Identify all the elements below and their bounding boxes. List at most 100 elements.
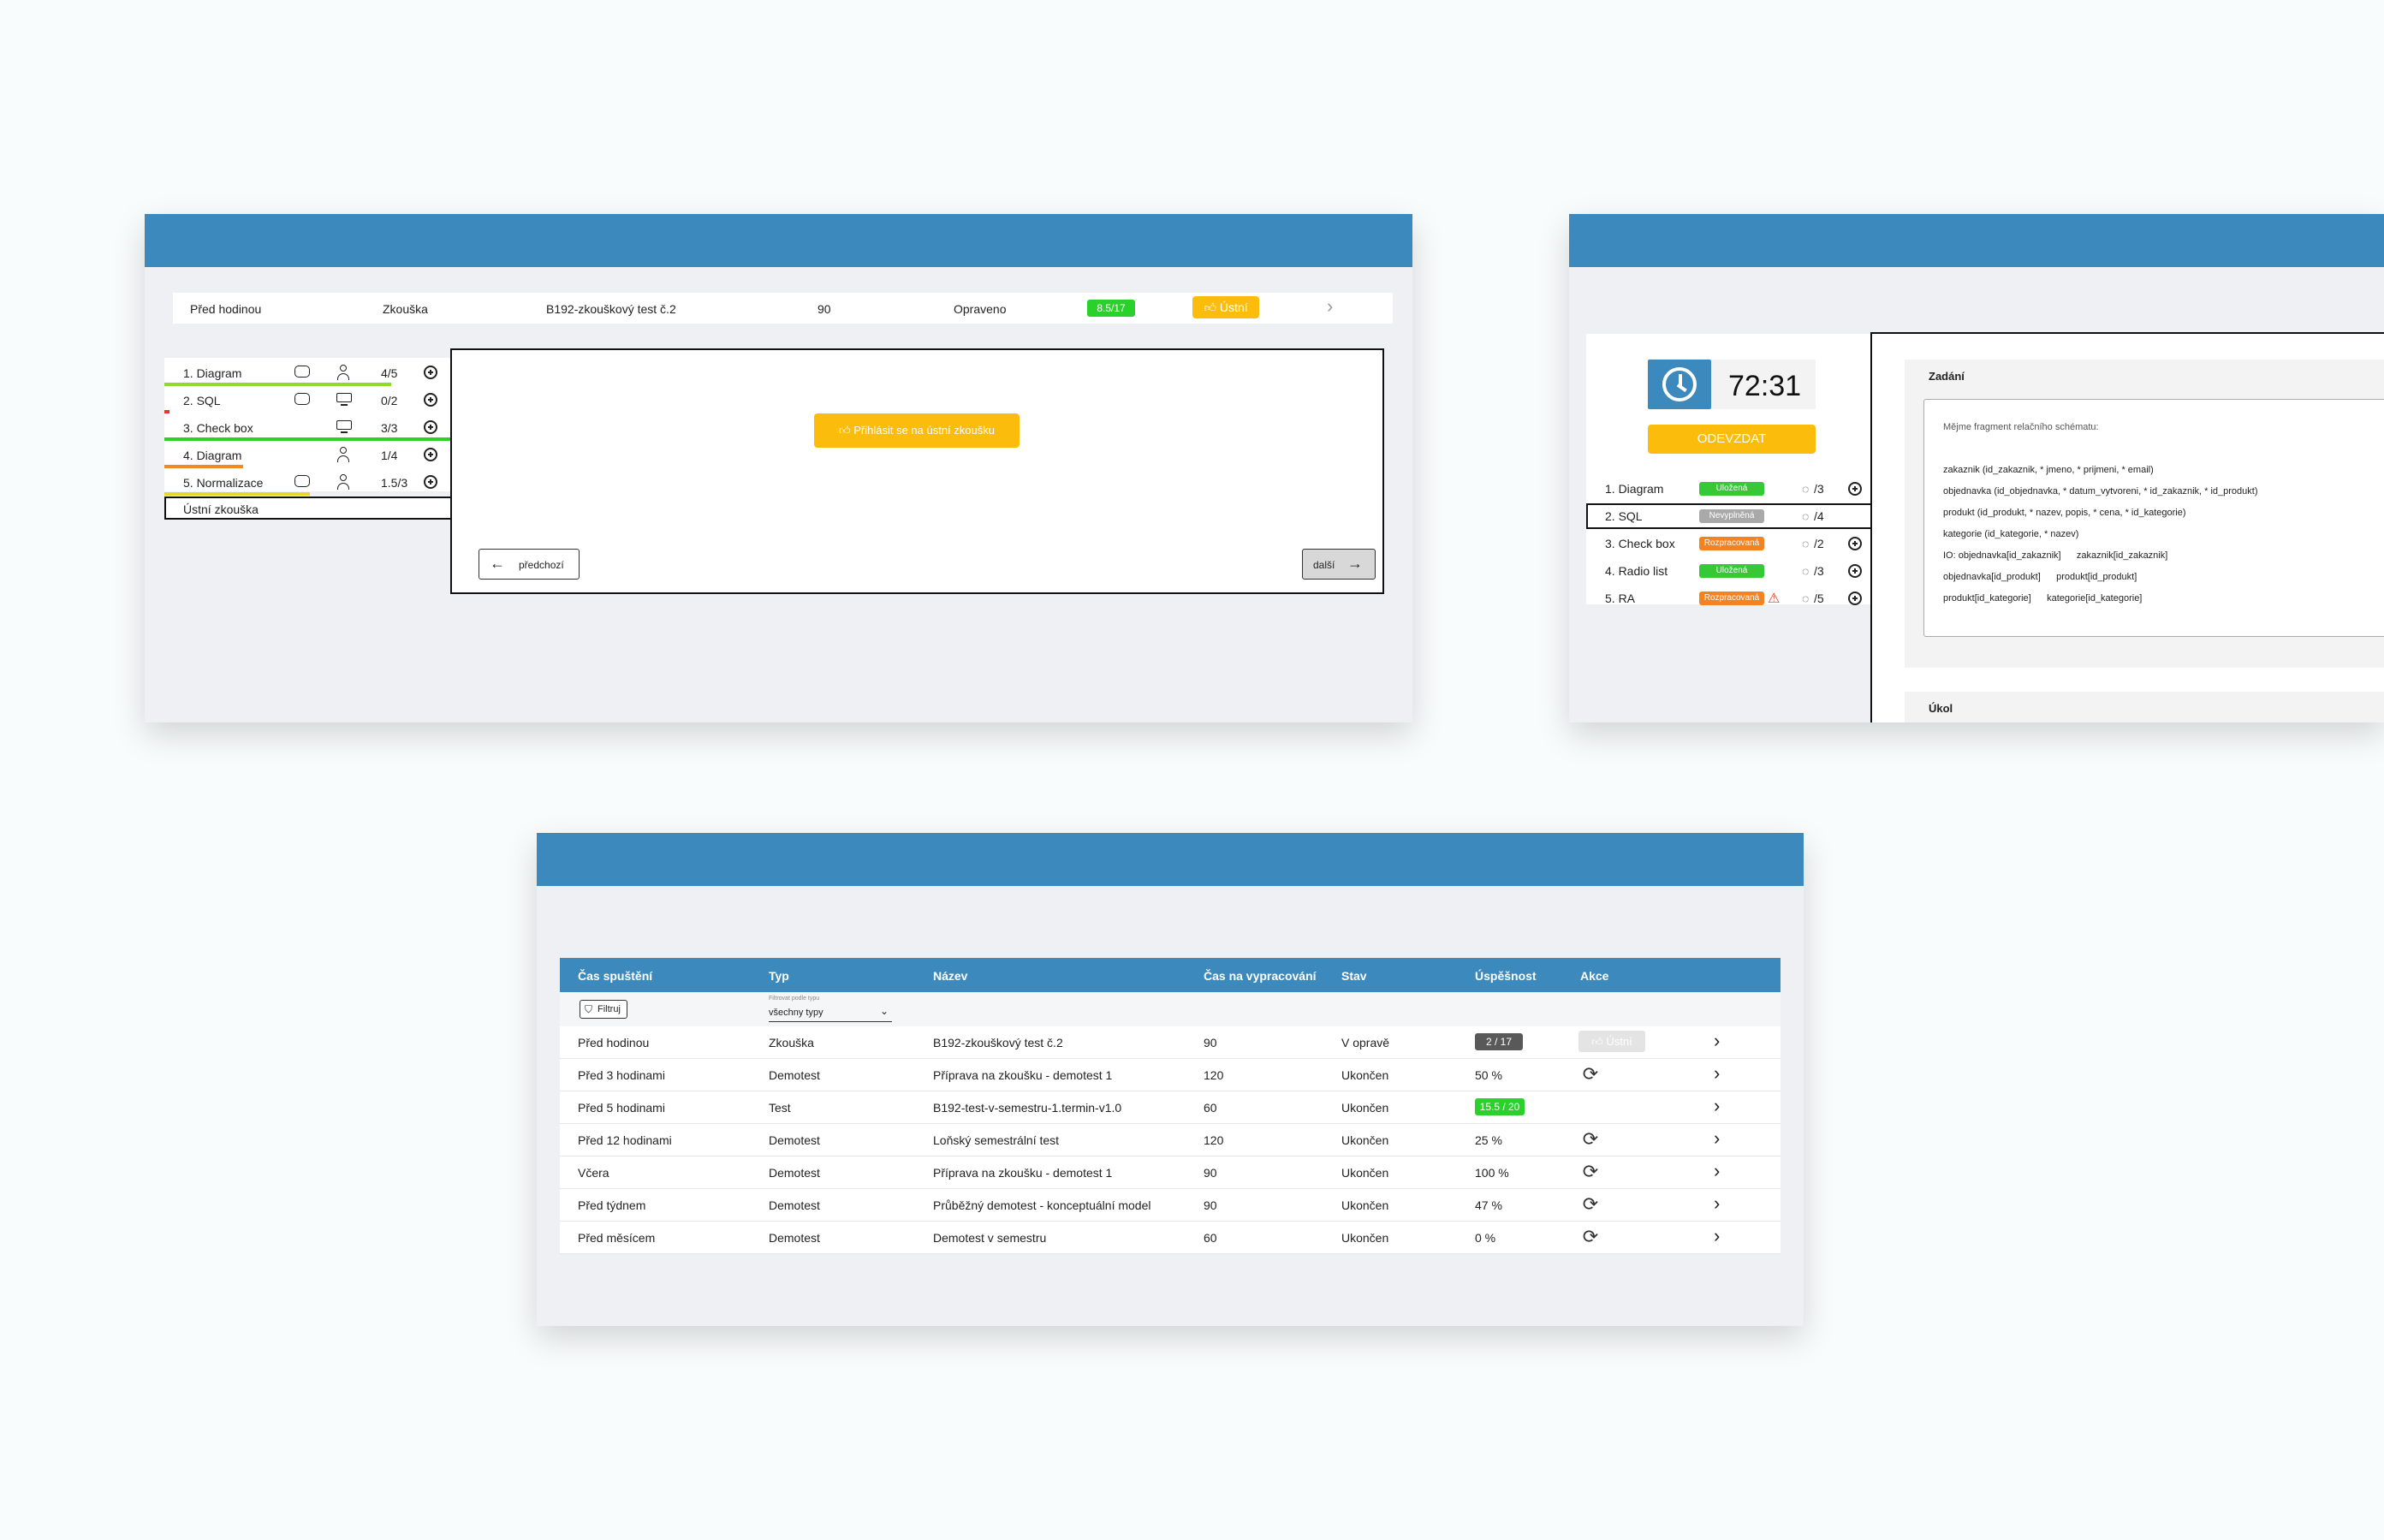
- task-score: 4/5: [381, 366, 398, 380]
- task-card: Úkol: [1905, 692, 2384, 722]
- column-header: Akce: [1580, 969, 1609, 983]
- task-item-1[interactable]: 1. Diagram 4/5: [164, 358, 451, 386]
- exam-in-progress-panel: 72:31 ODEVZDAT 1. Diagram Uložená ◌ /3 2…: [1569, 214, 2384, 722]
- task-points: /5: [1814, 592, 1824, 605]
- cell-minutes: 60: [1204, 1101, 1217, 1115]
- exam-summary-row[interactable]: Před hodinou Zkouška B192-zkouškový test…: [173, 293, 1393, 324]
- column-header[interactable]: Stav: [1341, 969, 1367, 983]
- cell-time: Před hodinou: [578, 1036, 650, 1049]
- filter-row: ⛉ Filtruj Filtrovat podle typu všechny t…: [560, 992, 1781, 1026]
- task-progress-bar: [164, 465, 243, 468]
- task-card-title: Úkol: [1929, 702, 1953, 715]
- exam-result-panel: Před hodinou Zkouška B192-zkouškový test…: [145, 214, 1412, 722]
- task-item-oral-exam[interactable]: Ústní zkouška: [164, 496, 451, 520]
- exam-task-list: 1. Diagram Uložená ◌ /3 2. SQL Nevyplněn…: [1586, 476, 1888, 613]
- column-header[interactable]: Čas spuštění: [578, 969, 653, 983]
- refresh-icon[interactable]: ⟳: [1582, 1161, 1599, 1182]
- refresh-icon[interactable]: ⟳: [1582, 1226, 1599, 1247]
- previous-label: předchozí: [519, 559, 564, 571]
- add-circle-icon[interactable]: [1848, 564, 1862, 578]
- exam-task-2[interactable]: 2. SQL Nevyplněná ◌ /4: [1586, 503, 1888, 529]
- task-status-pill: Rozpracovaná: [1699, 537, 1764, 550]
- cell-score: 25 %: [1475, 1133, 1502, 1147]
- task-list-body: [164, 358, 451, 491]
- exam-task-4[interactable]: 4. Radio list Uložená ◌ /3: [1586, 558, 1870, 584]
- task-item-3[interactable]: 3. Check box 3/3: [164, 413, 451, 441]
- add-circle-icon[interactable]: [424, 393, 437, 407]
- table-row[interactable]: Před 12 hodinami Demotest Loňský semestr…: [560, 1124, 1781, 1156]
- spinner-icon: ◌: [1802, 482, 1810, 496]
- task-label: 1. Diagram: [183, 366, 242, 380]
- chevron-right-icon[interactable]: ›: [1714, 1095, 1721, 1116]
- table-row[interactable]: Včera Demotest Příprava na zkoušku - dem…: [560, 1156, 1781, 1189]
- task-item-4[interactable]: 4. Diagram 1/4: [164, 440, 451, 468]
- schema-line: zakaznik (id_zakaznik, * jmeno, * prijme…: [1943, 465, 2154, 475]
- thumbs-up-icon: 👍︎: [1591, 1035, 1607, 1048]
- warning-icon: ⚠: [1768, 592, 1781, 606]
- assignment-content: Zadání Mějme fragment relačního schématu…: [1870, 332, 2384, 722]
- column-header[interactable]: Čas na vypracování: [1204, 969, 1317, 983]
- exam-task-5[interactable]: 5. RA Rozpracovaná ⚠ ◌ /5: [1586, 586, 1870, 611]
- schema-line: produkt[id_kategorie] kategorie[id_kateg…: [1943, 593, 2143, 604]
- summary-time: Před hodinou: [190, 302, 262, 316]
- chevron-right-icon[interactable]: ›: [1714, 1225, 1721, 1246]
- add-circle-icon[interactable]: [1848, 537, 1862, 550]
- column-header[interactable]: Úspěšnost: [1475, 969, 1537, 983]
- table-row[interactable]: Před 5 hodinami Test B192-test-v-semestr…: [560, 1091, 1781, 1124]
- table-row[interactable]: Před měsícem Demotest Demotest v semestr…: [560, 1222, 1781, 1254]
- type-filter-select[interactable]: všechny typy ⌄: [769, 1005, 892, 1022]
- add-circle-icon[interactable]: [424, 448, 437, 461]
- chevron-right-icon[interactable]: ›: [1714, 1030, 1721, 1051]
- oral-exam-button[interactable]: 👍︎ Ústní: [1192, 296, 1259, 318]
- refresh-icon[interactable]: ⟳: [1582, 1193, 1599, 1215]
- cell-minutes: 90: [1204, 1036, 1217, 1049]
- assignment-card: Zadání Mějme fragment relačního schématu…: [1905, 360, 2384, 668]
- cell-score: 50 %: [1475, 1068, 1502, 1082]
- table-row[interactable]: Před 3 hodinami Demotest Příprava na zko…: [560, 1059, 1781, 1091]
- chevron-right-icon[interactable]: ›: [1714, 1160, 1721, 1181]
- summary-score-badge: 8.5/17: [1087, 300, 1135, 317]
- exam-task-1[interactable]: 1. Diagram Uložená ◌ /3: [1586, 476, 1870, 502]
- refresh-icon[interactable]: ⟳: [1582, 1128, 1599, 1150]
- add-circle-icon[interactable]: [424, 420, 437, 434]
- filter-button[interactable]: ⛉ Filtruj: [580, 1000, 627, 1019]
- chevron-right-icon[interactable]: ›: [1714, 1192, 1721, 1214]
- task-item-5[interactable]: 5. Normalizace 1.5/3: [164, 467, 451, 496]
- submit-button[interactable]: ODEVZDAT: [1648, 425, 1816, 454]
- task-label: 3. Check box: [183, 421, 253, 435]
- register-oral-exam-button[interactable]: 👍︎ Přihlásit se na ústní zkoušku: [814, 413, 1020, 448]
- type-filter-value: všechny typy: [769, 1008, 823, 1018]
- cell-minutes: 60: [1204, 1231, 1217, 1245]
- chevron-right-icon[interactable]: ›: [1714, 1127, 1721, 1149]
- task-score: 1.5/3: [381, 476, 408, 490]
- chevron-down-icon: ⌄: [880, 1005, 889, 1017]
- cell-status: V opravě: [1341, 1036, 1390, 1049]
- arrow-right-icon: →: [1347, 555, 1363, 572]
- exam-task-3[interactable]: 3. Check box Rozpracovaná ◌ /2: [1586, 531, 1870, 556]
- task-label: 2. SQL: [183, 394, 221, 407]
- cell-status: Ukončen: [1341, 1068, 1389, 1082]
- summary-minutes: 90: [817, 302, 831, 316]
- task-status-pill: Rozpracovaná: [1699, 592, 1764, 605]
- previous-button[interactable]: ← předchozí: [479, 549, 580, 580]
- cell-time: Před 5 hodinami: [578, 1101, 665, 1115]
- column-header[interactable]: Typ: [769, 969, 789, 983]
- add-circle-icon[interactable]: [424, 366, 437, 379]
- add-circle-icon[interactable]: [1848, 592, 1862, 605]
- table-row[interactable]: Před týdnem Demotest Průběžný demotest -…: [560, 1189, 1781, 1222]
- cell-status: Ukončen: [1341, 1166, 1389, 1180]
- cell-type: Demotest: [769, 1166, 820, 1180]
- chevron-right-icon[interactable]: ›: [1714, 1062, 1721, 1084]
- refresh-icon[interactable]: ⟳: [1582, 1063, 1599, 1085]
- add-circle-icon[interactable]: [1848, 482, 1862, 496]
- cell-type: Demotest: [769, 1133, 820, 1147]
- chevron-right-icon[interactable]: ›: [1327, 295, 1334, 317]
- cell-status: Ukončen: [1341, 1231, 1389, 1245]
- table-row[interactable]: Před hodinou Zkouška B192-zkouškový test…: [560, 1026, 1781, 1059]
- column-header[interactable]: Název: [933, 969, 968, 983]
- task-list: 1. Diagram 4/5 2. SQL 0/2 3. Check box 3…: [164, 351, 451, 520]
- thumbs-up-icon: 👍︎: [1204, 300, 1220, 314]
- next-button[interactable]: další →: [1302, 549, 1376, 580]
- add-circle-icon[interactable]: [424, 475, 437, 489]
- task-item-2[interactable]: 2. SQL 0/2: [164, 385, 451, 413]
